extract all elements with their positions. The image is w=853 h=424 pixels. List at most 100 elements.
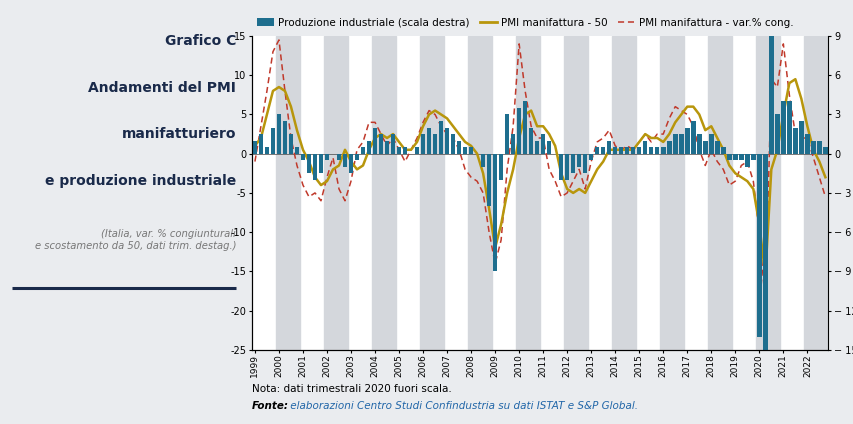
Bar [540, 134, 545, 154]
Bar [595, 147, 599, 154]
Bar [391, 134, 395, 154]
Bar [707, 36, 731, 350]
Bar [659, 36, 683, 350]
Bar [672, 134, 676, 154]
Bar [624, 147, 629, 154]
Text: Grafico C: Grafico C [165, 34, 235, 48]
Bar [775, 114, 779, 154]
Bar [583, 154, 587, 173]
Bar [666, 141, 670, 154]
Bar [660, 147, 664, 154]
Bar [804, 36, 827, 350]
Bar [738, 154, 743, 160]
Bar [379, 134, 383, 154]
Bar [300, 154, 305, 160]
Bar [276, 36, 299, 350]
Bar [270, 128, 275, 154]
Bar [780, 101, 785, 154]
Bar [810, 141, 815, 154]
Bar [456, 141, 461, 154]
Text: Andamenti del PMI: Andamenti del PMI [88, 81, 235, 95]
Text: manifatturiero: manifatturiero [121, 127, 235, 141]
Bar [348, 154, 353, 173]
Bar [589, 154, 593, 160]
Bar [306, 154, 310, 173]
Bar [354, 154, 359, 160]
Bar [282, 121, 287, 154]
Bar [426, 128, 431, 154]
Bar [432, 134, 437, 154]
Bar [468, 147, 473, 154]
Bar [702, 141, 706, 154]
Bar [515, 36, 539, 350]
Bar [708, 134, 713, 154]
Bar [252, 141, 257, 154]
Bar [415, 147, 419, 154]
Bar [577, 154, 581, 167]
Bar [618, 147, 623, 154]
Bar [312, 154, 316, 180]
Bar [421, 134, 425, 154]
Text: elaborazioni Centro Studi Confindustria su dati ISTAT e S&P Global.: elaborazioni Centro Studi Confindustria … [287, 401, 637, 411]
Bar [510, 134, 514, 154]
Bar [750, 154, 755, 160]
Bar [288, 134, 293, 154]
Bar [804, 134, 809, 154]
Bar [684, 128, 688, 154]
Bar [486, 154, 490, 206]
Bar [816, 141, 821, 154]
Bar [276, 114, 281, 154]
Bar [498, 154, 502, 180]
Bar [318, 154, 322, 173]
Bar [522, 101, 527, 154]
Bar [372, 36, 396, 350]
Bar [258, 134, 263, 154]
Bar [744, 154, 749, 167]
Text: (Italia, var. % congiunturali
e scostamento da 50, dati trim. destag.): (Italia, var. % congiunturali e scostame… [35, 229, 235, 251]
Bar [444, 128, 449, 154]
Bar [786, 101, 791, 154]
Bar [756, 36, 780, 350]
Bar [648, 147, 653, 154]
Bar [822, 147, 827, 154]
Bar [792, 128, 797, 154]
Bar [757, 154, 761, 337]
Bar [373, 128, 377, 154]
Bar [798, 121, 803, 154]
Bar [726, 154, 731, 160]
Text: e produzione industriale: e produzione industriale [45, 174, 235, 188]
Text: Fonte:: Fonte: [252, 401, 288, 411]
Bar [397, 147, 401, 154]
Bar [690, 121, 694, 154]
Bar [420, 36, 444, 350]
Bar [403, 147, 407, 154]
Bar [654, 147, 659, 154]
Bar [732, 154, 737, 160]
Bar [462, 147, 467, 154]
Bar [324, 154, 329, 160]
Bar [438, 121, 443, 154]
Bar [720, 147, 725, 154]
Bar [769, 0, 773, 154]
Bar [678, 134, 682, 154]
Bar [630, 147, 635, 154]
Bar [696, 134, 700, 154]
Bar [564, 36, 588, 350]
Bar [565, 154, 569, 180]
Bar [450, 134, 455, 154]
Bar [558, 154, 563, 180]
Bar [336, 154, 341, 160]
Bar [342, 154, 347, 167]
Bar [714, 141, 719, 154]
Bar [366, 141, 371, 154]
Bar [385, 141, 389, 154]
Bar [516, 108, 521, 154]
Bar [642, 141, 647, 154]
Bar [504, 114, 508, 154]
Bar [612, 36, 635, 350]
Bar [492, 154, 496, 271]
Bar [294, 147, 299, 154]
Bar [612, 147, 617, 154]
Bar [534, 141, 539, 154]
Bar [546, 141, 551, 154]
